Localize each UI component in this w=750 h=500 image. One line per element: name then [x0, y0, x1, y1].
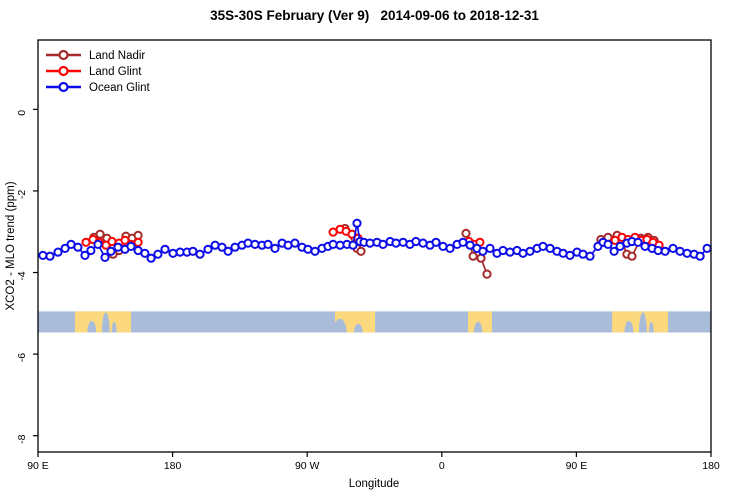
- coastline-notch: [111, 321, 117, 333]
- data-point: [93, 239, 103, 249]
- y-tick-label: -4: [16, 271, 28, 280]
- data-point: [482, 269, 492, 279]
- x-tick-label: 90 E: [27, 460, 49, 472]
- legend-item-label: Ocean Glint: [89, 82, 151, 94]
- data-point: [107, 236, 117, 247]
- y-tick-label: -8: [16, 434, 28, 443]
- legend-item: Land Glint: [46, 65, 142, 78]
- data-point: [243, 238, 253, 248]
- data-point: [431, 237, 441, 247]
- legend-marker-circle: [58, 65, 69, 77]
- data-point: [126, 241, 136, 251]
- data-point: [160, 244, 170, 254]
- axes: 90 E 180 90 W 0 90 E 180 0 -2 -4 -6 -8: [16, 39, 720, 472]
- coastline-notch: [624, 320, 634, 333]
- data-point: [120, 235, 130, 245]
- coastline-notch: [87, 320, 97, 333]
- data-point: [140, 248, 150, 258]
- legend-item: Land Nadir: [46, 49, 145, 62]
- data-point: [348, 240, 358, 250]
- data-point: [695, 251, 705, 261]
- legend-item-label: Land Glint: [89, 66, 142, 78]
- data-point: [270, 243, 280, 253]
- coastline-notch: [101, 312, 110, 333]
- coastline-notch: [473, 321, 483, 333]
- data-point: [565, 250, 575, 260]
- data-point: [485, 243, 495, 253]
- data-point: [53, 247, 63, 257]
- data-point: [675, 246, 685, 256]
- data-point: [100, 252, 110, 262]
- coastline-notch: [333, 318, 347, 333]
- y-tick-label: -2: [16, 190, 28, 199]
- data-point: [468, 251, 478, 261]
- x-tick-label: 180: [702, 460, 720, 472]
- y-axis-title: XCO2 - MLO trend (ppm): [5, 181, 17, 310]
- data-point: [153, 249, 163, 259]
- data-point: [660, 246, 670, 256]
- legend-item: Ocean Glint: [46, 81, 151, 94]
- data-point: [411, 236, 421, 247]
- coastline-notch: [353, 323, 363, 333]
- data-point: [640, 241, 650, 251]
- data-point: [356, 246, 366, 256]
- data-point: [73, 242, 83, 252]
- x-tick-label: 0: [439, 460, 445, 472]
- data-point: [609, 246, 619, 256]
- data-point: [95, 229, 105, 239]
- x-tick-label: 180: [164, 460, 182, 472]
- y-tick-label: -6: [16, 353, 28, 362]
- x-axis-title: Longitude: [349, 478, 400, 490]
- data-point: [168, 248, 178, 258]
- data-point: [290, 238, 300, 248]
- data-point: [303, 244, 313, 254]
- x-tick-label: 90 E: [566, 460, 588, 472]
- data-point: [80, 250, 90, 260]
- plot-box: [37, 39, 712, 453]
- data-series: [38, 218, 712, 279]
- x-tick-label: 90 W: [295, 460, 320, 472]
- data-point: [633, 237, 643, 247]
- data-point: [38, 250, 48, 260]
- data-point: [203, 244, 213, 254]
- data-point: [702, 243, 712, 253]
- legend: Land Nadir Land Glint Ocean Glint: [46, 49, 151, 94]
- map-strip: [38, 311, 711, 333]
- y-tick-label: 0: [16, 110, 28, 116]
- legend-item-label: Land Nadir: [89, 50, 145, 62]
- legend-marker-circle: [58, 49, 69, 61]
- data-point: [603, 239, 613, 249]
- data-point: [445, 243, 455, 253]
- map-strip-land-south-africa: [467, 311, 493, 333]
- data-point: [223, 246, 233, 256]
- data-point: [146, 253, 156, 263]
- data-point: [461, 228, 471, 238]
- data-point: [585, 251, 595, 261]
- legend-marker-circle: [58, 81, 69, 93]
- data-point: [352, 218, 362, 228]
- chart-title: 35S-30S February (Ver 9) 2014-09-06 to 2…: [210, 8, 539, 23]
- data-point: [391, 238, 401, 248]
- data-point: [538, 241, 548, 251]
- data-point: [217, 242, 227, 252]
- data-point: [86, 245, 96, 256]
- data-point: [195, 249, 205, 259]
- coastline-notch: [648, 321, 654, 333]
- data-point: [627, 251, 637, 261]
- data-point: [133, 237, 143, 247]
- data-point: [60, 243, 70, 253]
- series-ocean-glint: [38, 218, 712, 263]
- data-point: [45, 251, 55, 261]
- data-point: [106, 246, 116, 256]
- coastline-notch: [638, 312, 647, 333]
- data-point: [263, 239, 273, 249]
